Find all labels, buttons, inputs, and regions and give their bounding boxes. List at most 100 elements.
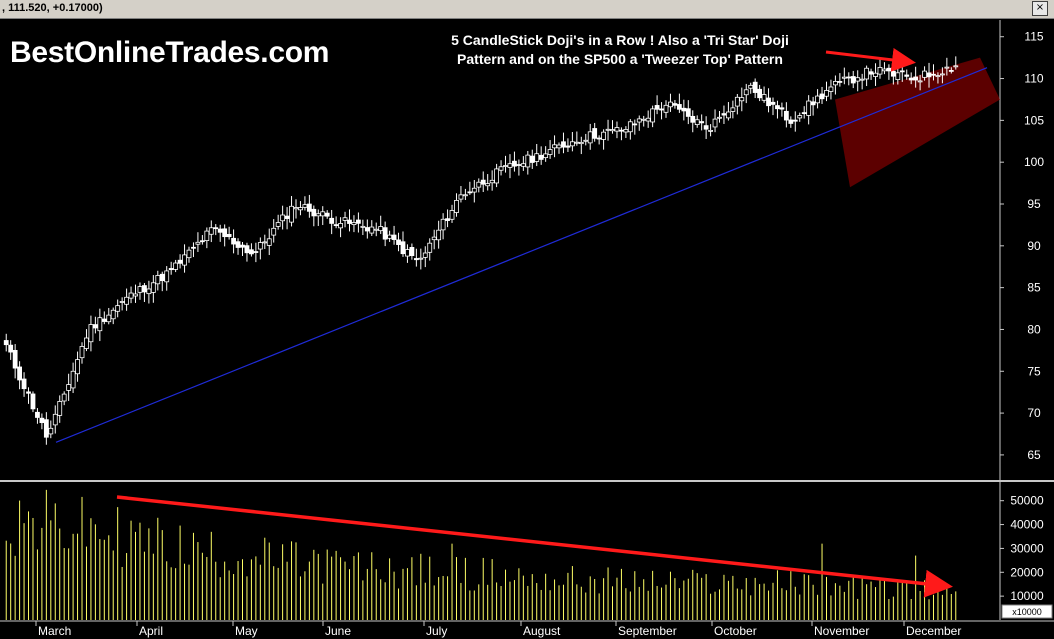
candle-body bbox=[142, 285, 147, 293]
candle bbox=[150, 275, 156, 303]
candle-body bbox=[948, 70, 954, 72]
candle bbox=[30, 391, 36, 413]
candle bbox=[351, 215, 357, 233]
candle bbox=[253, 242, 259, 263]
candle-body bbox=[779, 107, 785, 110]
candle bbox=[21, 372, 27, 397]
candle bbox=[431, 229, 437, 250]
candle-body bbox=[177, 259, 183, 264]
candle bbox=[213, 224, 219, 236]
month-label: June bbox=[325, 624, 351, 638]
candle bbox=[449, 204, 455, 223]
candle bbox=[846, 72, 852, 86]
candle-body bbox=[494, 168, 500, 184]
candle-body bbox=[721, 113, 727, 116]
candle-body bbox=[369, 226, 375, 234]
candle bbox=[516, 159, 522, 176]
candle bbox=[663, 100, 669, 118]
candle-body bbox=[338, 223, 343, 229]
month-label: November bbox=[814, 624, 869, 638]
candle bbox=[101, 311, 107, 325]
candle bbox=[788, 116, 794, 128]
trendline-layer bbox=[55, 67, 988, 443]
close-icon[interactable]: × bbox=[1032, 1, 1048, 16]
candle bbox=[249, 243, 254, 257]
candle bbox=[275, 214, 281, 230]
candle-body bbox=[266, 238, 272, 246]
candle-body bbox=[512, 160, 517, 167]
candle-body bbox=[632, 123, 638, 126]
candle bbox=[908, 72, 914, 85]
candle bbox=[574, 131, 580, 146]
candle-body bbox=[30, 393, 36, 410]
candle-body bbox=[578, 141, 584, 145]
candle bbox=[850, 70, 856, 89]
candle-body bbox=[329, 217, 335, 224]
candle-body bbox=[654, 105, 660, 110]
candle bbox=[730, 100, 736, 119]
candle-body bbox=[155, 275, 161, 285]
candle-body bbox=[730, 107, 736, 112]
candle bbox=[748, 82, 754, 94]
candle-body bbox=[815, 95, 820, 104]
candle-body bbox=[231, 237, 236, 245]
candle-body bbox=[458, 194, 464, 200]
site-branding: BestOnlineTrades.com bbox=[10, 36, 330, 69]
candle bbox=[106, 307, 112, 325]
candle bbox=[97, 308, 103, 342]
candle-body bbox=[627, 121, 633, 133]
candle bbox=[262, 234, 268, 250]
candle bbox=[405, 244, 410, 263]
candle bbox=[712, 109, 718, 133]
candle bbox=[66, 373, 72, 401]
candle-body bbox=[525, 154, 531, 168]
candle bbox=[734, 93, 740, 115]
candle-body bbox=[605, 128, 611, 131]
candle-body bbox=[788, 119, 794, 124]
candle bbox=[824, 81, 829, 102]
candle-body bbox=[315, 213, 321, 217]
candle bbox=[222, 224, 228, 247]
candle-body bbox=[592, 128, 598, 139]
candle-body bbox=[182, 254, 187, 266]
candle-body bbox=[908, 77, 914, 81]
candle-body bbox=[913, 76, 919, 81]
candle-body bbox=[204, 230, 210, 241]
candle-body bbox=[895, 72, 901, 81]
candle bbox=[356, 212, 361, 233]
candle bbox=[552, 135, 557, 158]
candle-body bbox=[400, 241, 406, 255]
candle bbox=[199, 235, 205, 245]
candle bbox=[726, 102, 731, 121]
candle bbox=[520, 156, 526, 171]
candle bbox=[39, 413, 45, 430]
candle-body bbox=[164, 270, 170, 283]
price-tick-label: 80 bbox=[1027, 322, 1041, 336]
month-label: July bbox=[426, 624, 447, 638]
candle-body bbox=[364, 227, 370, 232]
candle-body bbox=[289, 205, 294, 223]
candle-body bbox=[418, 257, 424, 260]
candle bbox=[596, 135, 602, 145]
candle bbox=[422, 246, 428, 268]
candle-body bbox=[556, 144, 562, 149]
candle bbox=[757, 84, 763, 102]
candle-body bbox=[333, 224, 339, 227]
candle-body bbox=[583, 139, 589, 142]
candle-body bbox=[150, 282, 156, 293]
candle bbox=[659, 102, 664, 120]
month-label: May bbox=[235, 624, 258, 638]
candle-body bbox=[226, 233, 232, 238]
candle-body bbox=[61, 393, 67, 402]
candle-body bbox=[253, 251, 259, 253]
price-tick-label: 110 bbox=[1024, 72, 1043, 86]
candle bbox=[409, 243, 415, 260]
candle-body bbox=[636, 118, 642, 123]
candle-body bbox=[413, 258, 419, 261]
price-tick-label: 65 bbox=[1027, 448, 1041, 462]
axis-labels: 65 70 75 80 85 90 95 100 105 110 115 10000 20000 3000… bbox=[35, 30, 1053, 638]
candle-body bbox=[739, 97, 745, 102]
candle-body bbox=[886, 67, 892, 72]
candle bbox=[280, 205, 286, 230]
candle-body bbox=[668, 101, 673, 108]
